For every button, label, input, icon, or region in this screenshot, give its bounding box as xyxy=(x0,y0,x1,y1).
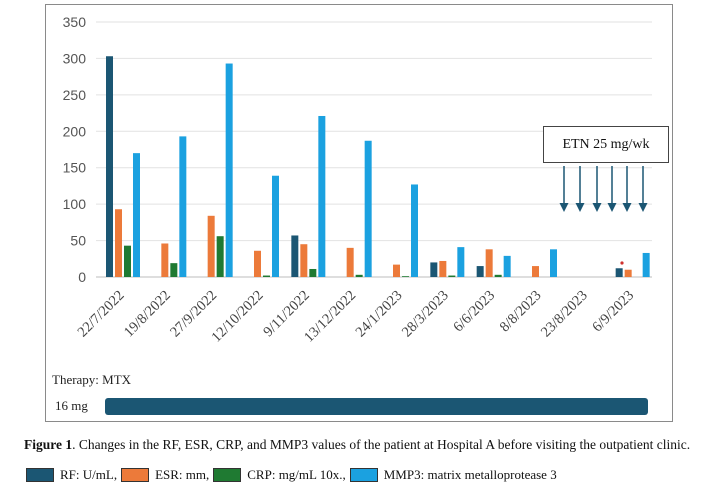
etn-arrow-head xyxy=(638,203,648,212)
bar-esr xyxy=(161,243,169,277)
legend-label-crp: CRP: mg/mL 10x., xyxy=(247,467,346,482)
bar-mmp3 xyxy=(457,247,465,277)
bar-rf xyxy=(430,262,438,277)
x-tick-label: 6/6/2023 xyxy=(450,288,498,336)
therapy-label: Therapy: MTX xyxy=(52,372,132,387)
bar-esr xyxy=(439,260,447,277)
bar-mmp3 xyxy=(364,140,372,277)
bar-crp xyxy=(263,275,270,277)
x-tick-label: 19/8/2022 xyxy=(121,288,174,341)
caption-text: . Changes in the RF, ESR, CRP, and MMP3 … xyxy=(72,437,691,452)
caption-prefix: Figure 1 xyxy=(24,437,73,452)
bar-esr xyxy=(346,247,354,277)
x-tick-label: 23/8/2023 xyxy=(538,288,591,341)
x-tick-label: 28/3/2023 xyxy=(399,288,452,341)
bar-mmp3 xyxy=(179,136,187,277)
bar-esr xyxy=(207,215,215,277)
legend-item-esr: ESR: mm, xyxy=(121,467,209,483)
legend-label-rf: RF: U/mL, xyxy=(60,467,118,482)
bar-rf xyxy=(476,266,484,277)
legend-item-rf: RF: U/mL, xyxy=(26,467,117,483)
bar-crp xyxy=(216,236,224,277)
bar-esr xyxy=(532,266,539,277)
bar-rf xyxy=(615,268,623,277)
bar-esr xyxy=(393,264,400,277)
y-tick-label: 200 xyxy=(63,123,87,139)
legend: RF: U/mL, ESR: mm, CRP: mg/mL 10x., MMP3… xyxy=(26,465,561,485)
legend-swatch-esr xyxy=(121,468,150,482)
bar-mmp3 xyxy=(411,184,418,277)
y-tick-label: 150 xyxy=(63,160,87,176)
bar-esr xyxy=(254,250,261,277)
bar-mmp3 xyxy=(225,63,233,278)
bar-rf xyxy=(106,56,113,277)
bar-mmp3 xyxy=(272,175,279,277)
bar-crp xyxy=(170,263,178,277)
marker-dot xyxy=(620,261,624,265)
etn-arrow-head xyxy=(559,203,569,212)
bar-crp xyxy=(448,275,456,277)
y-tick-label: 250 xyxy=(63,87,87,103)
bar-rf xyxy=(291,235,299,277)
bar-crp xyxy=(355,274,363,277)
bar-esr xyxy=(115,209,122,277)
x-tick-label: 8/8/2023 xyxy=(497,288,545,336)
bar-crp xyxy=(402,276,409,277)
etn-arrow-head xyxy=(607,203,617,212)
y-tick-label: 0 xyxy=(78,269,86,285)
x-tick-label: 24/1/2023 xyxy=(353,288,406,341)
figure-caption: Figure 1. Changes in the RF, ESR, CRP, a… xyxy=(24,437,690,453)
y-tick-label: 300 xyxy=(63,50,87,66)
bar-mmp3 xyxy=(642,252,650,277)
bar-mmp3 xyxy=(503,255,511,277)
legend-label-esr: ESR: mm, xyxy=(155,467,210,482)
etn-arrow-head xyxy=(592,203,602,212)
y-tick-label: 350 xyxy=(63,14,87,30)
x-tick-label: 6/9/2023 xyxy=(589,288,637,336)
chart-frame xyxy=(45,4,673,422)
legend-item-mmp3: MMP3: matrix metalloprotease 3 xyxy=(349,467,557,483)
x-tick-label: 22/7/2022 xyxy=(75,288,128,341)
bar-mmp3 xyxy=(318,115,326,277)
legend-swatch-mmp3 xyxy=(349,468,378,482)
therapy-dose: 16 mg xyxy=(55,398,88,413)
y-tick-label: 50 xyxy=(70,233,86,249)
etn-annotation: ETN 25 mg/wk xyxy=(543,126,669,163)
bar-esr xyxy=(624,269,632,277)
bar-esr xyxy=(300,244,308,277)
bar-crp xyxy=(124,245,131,277)
etn-arrow-head xyxy=(575,203,585,212)
etn-arrow-head xyxy=(622,203,632,212)
bar-crp xyxy=(309,268,317,277)
bar-crp xyxy=(494,274,502,277)
bar-esr xyxy=(485,249,493,277)
therapy-bar xyxy=(105,398,648,415)
legend-label-mmp3: MMP3: matrix metalloprotease 3 xyxy=(383,467,557,482)
legend-item-crp: CRP: mg/mL 10x., xyxy=(213,467,346,483)
bar-mmp3 xyxy=(550,249,557,277)
legend-swatch-rf xyxy=(26,468,54,482)
legend-swatch-crp xyxy=(213,468,242,482)
bar-mmp3 xyxy=(133,153,140,277)
y-tick-label: 100 xyxy=(63,196,87,212)
